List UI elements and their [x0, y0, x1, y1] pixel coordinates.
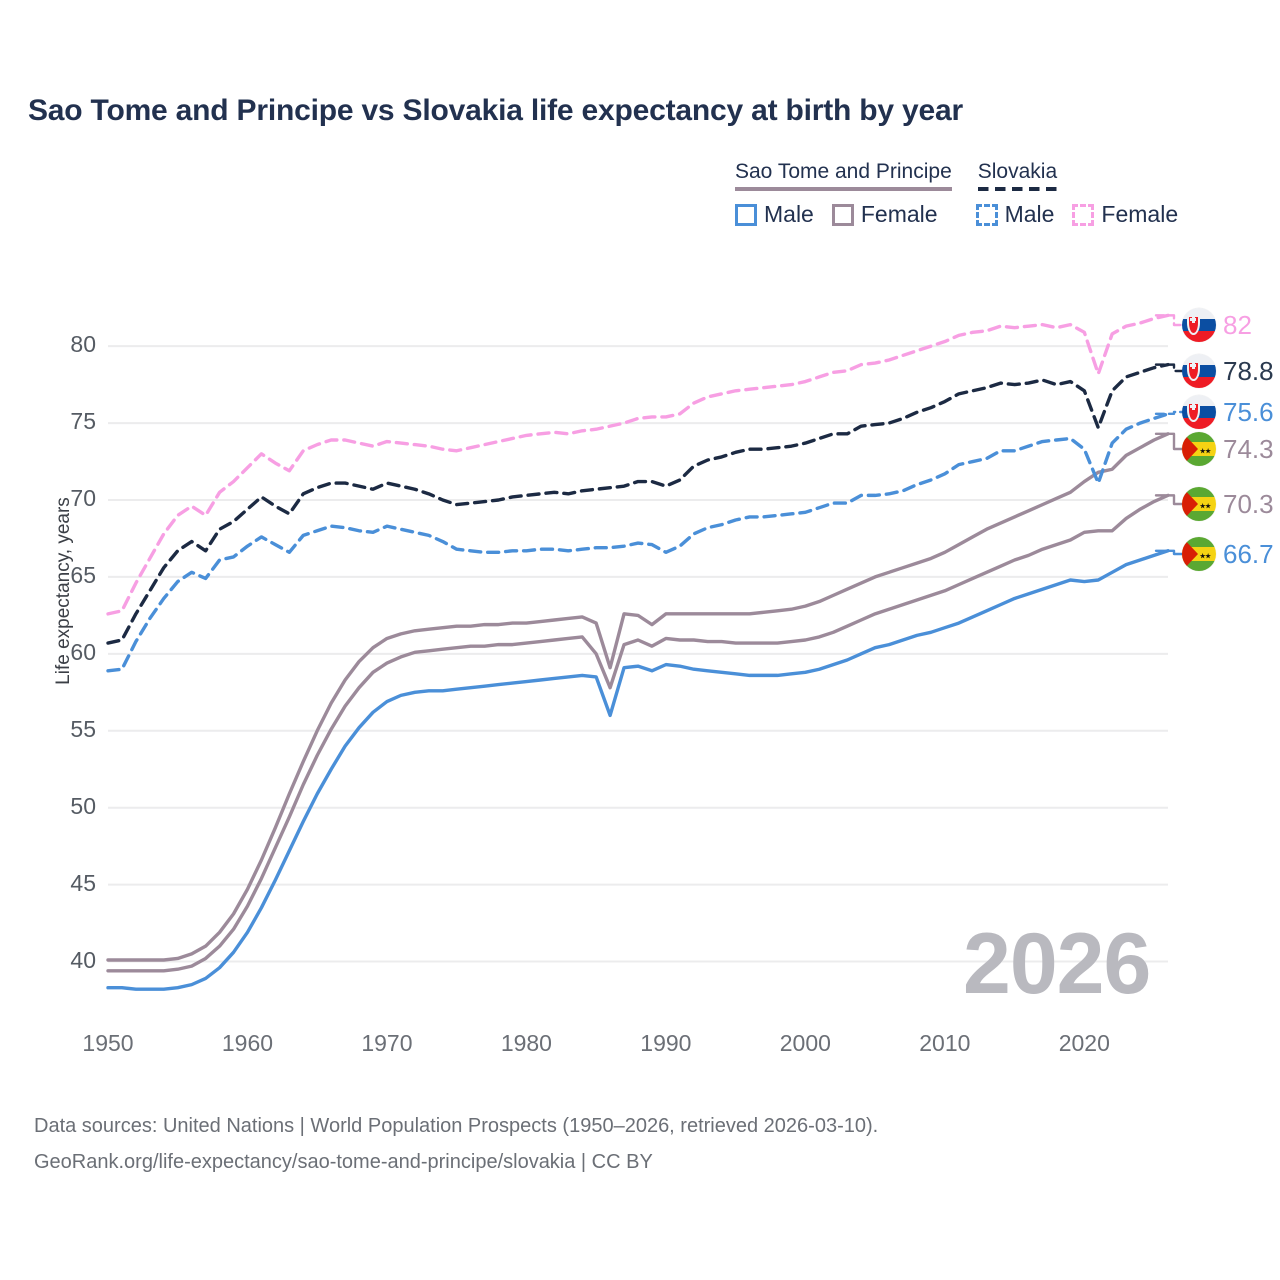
series-leader-line	[1154, 432, 1184, 451]
flag-sao-tome-and-principe-icon	[1182, 432, 1216, 466]
series-end-label: 78.8	[1182, 354, 1274, 388]
series-line	[106, 432, 1170, 962]
series-end-label: 74.3	[1182, 432, 1274, 466]
legend-swatch-solid-mauve-icon	[831, 203, 854, 226]
series-leader-line	[1154, 494, 1184, 506]
flag-sao-tome-and-principe-icon	[1182, 537, 1216, 571]
series-end-value: 70.3	[1223, 488, 1274, 519]
y-axis-tick: 40	[70, 946, 96, 973]
series-end-value: 66.7	[1223, 538, 1274, 569]
x-axis-tick: 2000	[779, 1030, 831, 1056]
chart-legend: Sao Tome and Principe Slovakia Male Fema…	[735, 160, 1255, 228]
page-title: Sao Tome and Principe vs Slovakia life e…	[28, 94, 963, 127]
flag-sao-tome-and-principe-icon	[1182, 487, 1216, 521]
y-axis-tick: 75	[70, 408, 96, 435]
footer-line-2: GeoRank.org/life-expectancy/sao-tome-and…	[34, 1151, 653, 1173]
legend-item-label: Female	[860, 201, 938, 227]
x-axis-tick: 1970	[361, 1030, 413, 1056]
legend-item-stp-female[interactable]: Female	[831, 201, 938, 228]
y-axis-tick: 80	[70, 331, 96, 358]
legend-item-stp-male[interactable]: Male	[735, 201, 814, 228]
series-line	[106, 549, 1170, 991]
y-axis-tick: 70	[70, 485, 96, 511]
series-line	[106, 412, 1170, 673]
legend-items-slovakia: Male Female	[975, 201, 1178, 228]
legend-swatch-dashed-blue-icon	[975, 203, 998, 226]
legend-group-title: Sao Tome and Principe	[735, 160, 952, 183]
series-leader-line	[1154, 410, 1184, 416]
series-line	[106, 493, 1170, 973]
y-axis-tick: 65	[70, 561, 96, 588]
footer-line-1: Data sources: United Nations | World Pop…	[34, 1115, 879, 1137]
y-axis-tick: 55	[70, 715, 96, 742]
legend-item-slovakia-male[interactable]: Male	[975, 201, 1055, 228]
legend-rule-dashed	[977, 187, 1058, 191]
y-axis-tick: 60	[70, 638, 96, 665]
flag-slovakia-icon	[1182, 354, 1216, 388]
x-axis-tick: 2020	[1058, 1030, 1110, 1056]
series-end-value: 75.6	[1223, 396, 1274, 427]
legend-item-label: Male	[764, 201, 814, 227]
series-line	[106, 313, 1170, 616]
x-axis-tick: 1960	[221, 1030, 274, 1056]
y-axis-tick: 50	[70, 792, 96, 819]
x-axis-tick: 2010	[919, 1030, 971, 1056]
legend-swatch-dashed-pink-icon	[1072, 203, 1095, 226]
legend-items-stp: Male Female	[735, 201, 938, 228]
series-end-value: 78.8	[1223, 355, 1274, 386]
series-end-label: 66.7	[1182, 537, 1274, 571]
y-axis-tick: 45	[70, 869, 96, 896]
legend-item-label: Female	[1101, 201, 1179, 227]
legend-swatch-solid-blue-icon	[735, 203, 757, 226]
legend-group-slovakia: Slovakia	[977, 160, 1058, 191]
legend-rule-solid	[735, 187, 952, 191]
footer-sources: Data sources: United Nations | World Pop…	[34, 1108, 878, 1180]
year-watermark: 2026	[963, 916, 1151, 1012]
series-leader-line	[1154, 549, 1184, 556]
legend-group-title: Slovakia	[977, 160, 1058, 183]
x-axis-tick: 1980	[500, 1030, 552, 1056]
series-end-value: 74.3	[1223, 433, 1274, 464]
series-end-label: 70.3	[1182, 487, 1274, 521]
legend-group-sao-tome-and-principe: Sao Tome and Principe	[735, 160, 952, 191]
x-axis-tick: 1990	[640, 1030, 692, 1056]
x-axis-tick: 1950	[82, 1030, 134, 1056]
legend-item-label: Male	[1004, 201, 1055, 227]
legend-item-slovakia-female[interactable]: Female	[1072, 201, 1178, 228]
flag-slovakia-icon	[1182, 308, 1216, 342]
series-leader-line	[1154, 363, 1184, 373]
series-line	[106, 362, 1170, 645]
series-end-value: 82	[1223, 309, 1252, 340]
series-end-label: 75.6	[1182, 395, 1274, 429]
series-leader-line	[1154, 314, 1184, 327]
series-end-label: 82	[1182, 308, 1252, 342]
flag-slovakia-icon	[1182, 395, 1216, 429]
